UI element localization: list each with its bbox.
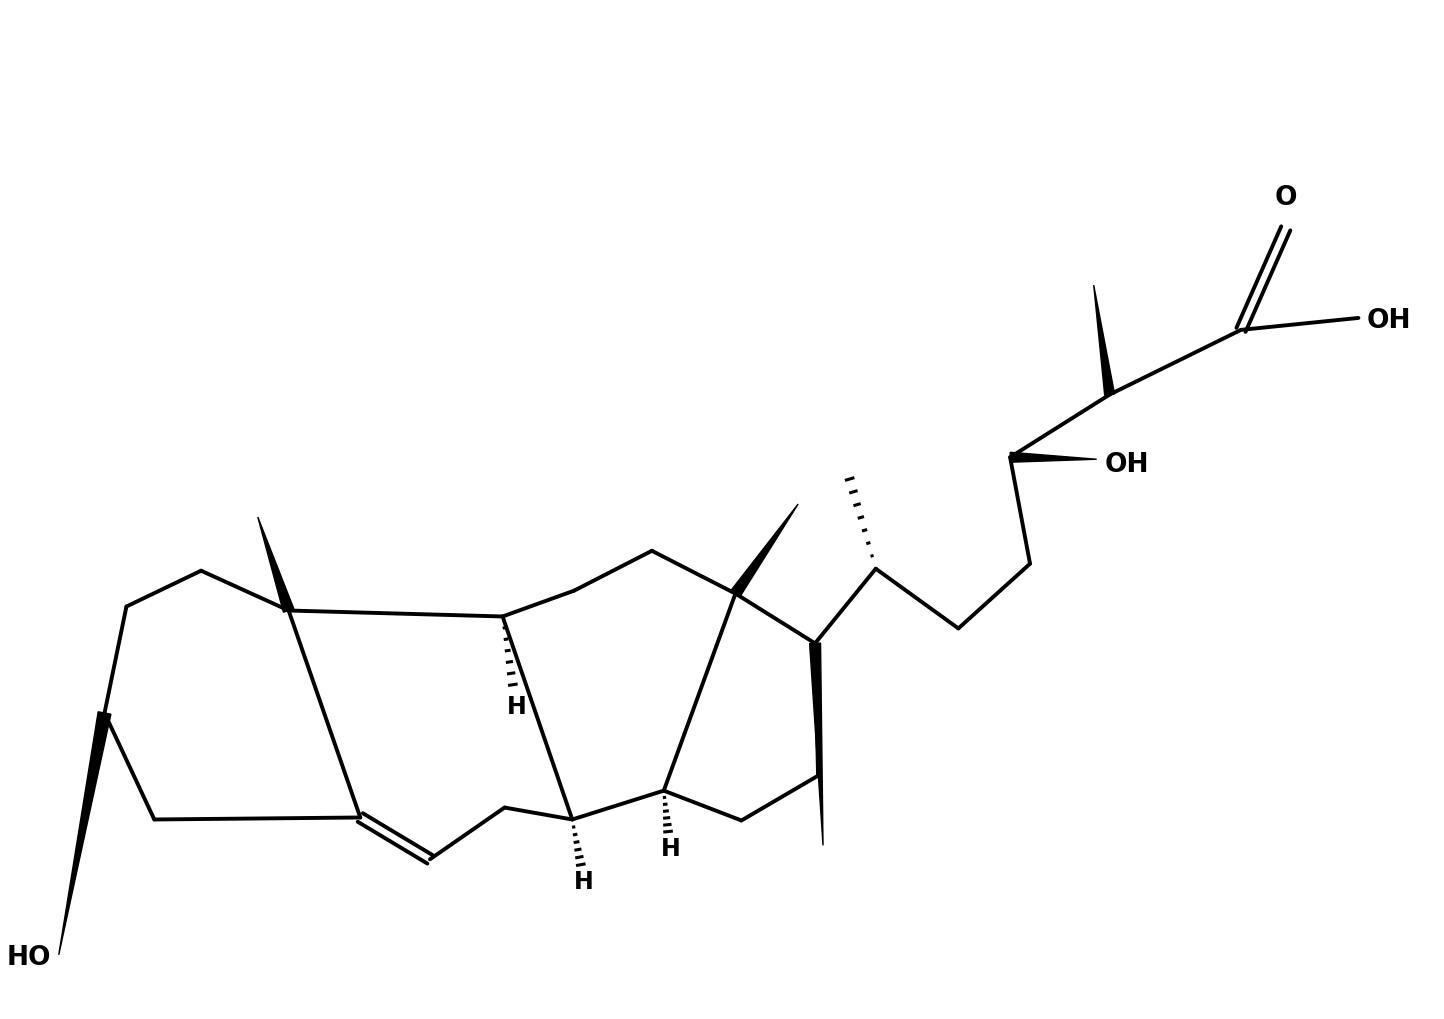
Polygon shape — [258, 518, 293, 612]
Polygon shape — [731, 504, 799, 597]
Text: OH: OH — [1366, 308, 1411, 333]
Text: HO: HO — [6, 944, 51, 970]
Text: O: O — [1275, 185, 1297, 211]
Polygon shape — [810, 643, 823, 846]
Polygon shape — [59, 712, 111, 955]
Text: OH: OH — [1105, 451, 1149, 478]
Polygon shape — [1009, 452, 1096, 463]
Text: H: H — [661, 837, 680, 861]
Text: H: H — [507, 694, 527, 718]
Text: H: H — [575, 869, 593, 894]
Polygon shape — [1093, 285, 1115, 396]
